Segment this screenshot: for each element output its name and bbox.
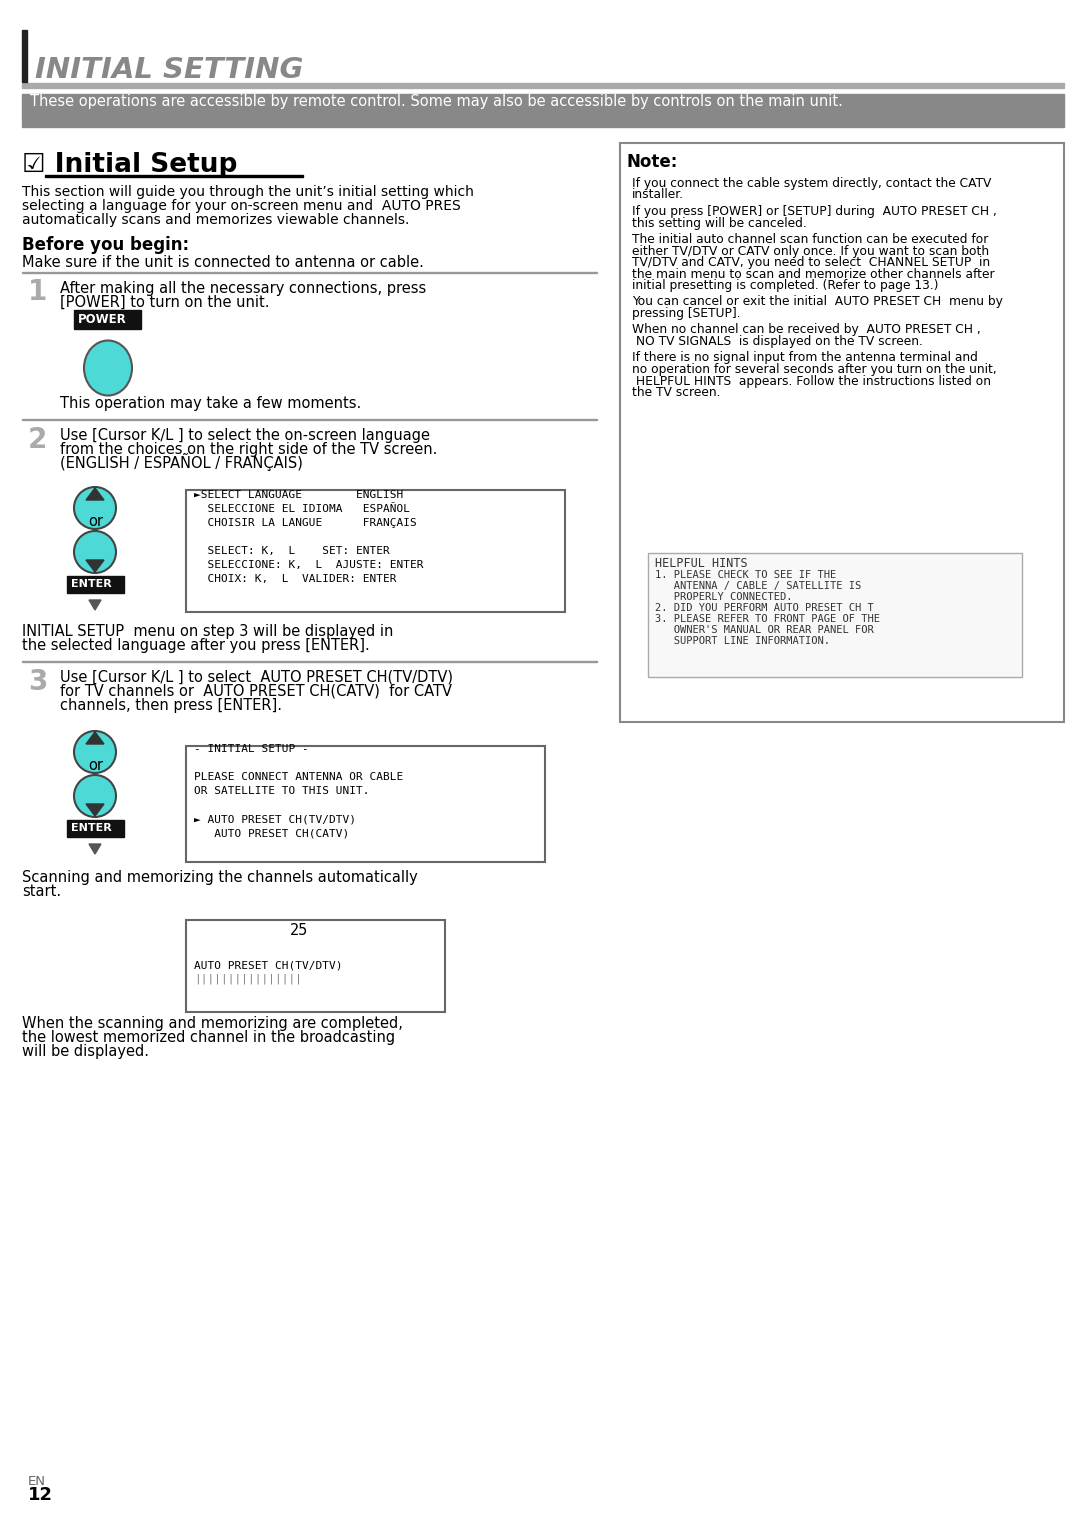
- Text: ANTENNA / CABLE / SATELLITE IS: ANTENNA / CABLE / SATELLITE IS: [654, 581, 861, 591]
- Text: Use [Cursor K∕L ] to select the on-screen language: Use [Cursor K∕L ] to select the on-scree…: [60, 427, 430, 443]
- FancyBboxPatch shape: [620, 143, 1064, 722]
- Bar: [22, 95, 1064, 127]
- Text: channels, then press [ENTER].: channels, then press [ENTER].: [60, 697, 282, 713]
- Text: OWNER'S MANUAL OR REAR PANEL FOR: OWNER'S MANUAL OR REAR PANEL FOR: [654, 626, 874, 635]
- Text: 1. PLEASE CHECK TO SEE IF THE: 1. PLEASE CHECK TO SEE IF THE: [654, 571, 836, 580]
- Text: [POWER] to turn on the unit.: [POWER] to turn on the unit.: [60, 295, 270, 310]
- Text: When the scanning and memorizing are completed,: When the scanning and memorizing are com…: [22, 1016, 403, 1032]
- FancyBboxPatch shape: [67, 819, 124, 836]
- Text: If you connect the cable system directly, contact the CATV: If you connect the cable system directly…: [632, 177, 991, 191]
- Text: 12: 12: [28, 1486, 53, 1505]
- Text: SELECCIONE: K,  L  AJUSTE: ENTER: SELECCIONE: K, L AJUSTE: ENTER: [194, 560, 423, 571]
- Text: will be displayed.: will be displayed.: [22, 1044, 149, 1059]
- Text: initial presetting is completed. (Refer to page 13.): initial presetting is completed. (Refer …: [632, 279, 939, 291]
- Text: 2: 2: [28, 426, 48, 455]
- Text: Note:: Note:: [627, 153, 678, 171]
- Text: - INITIAL SETUP -: - INITIAL SETUP -: [194, 745, 309, 754]
- Ellipse shape: [75, 731, 116, 774]
- Text: HELPFUL HINTS: HELPFUL HINTS: [654, 557, 747, 571]
- FancyBboxPatch shape: [67, 575, 124, 594]
- Text: ENTER: ENTER: [71, 578, 111, 589]
- Text: You can cancel or exit the initial  AUTO PRESET CH  menu by: You can cancel or exit the initial AUTO …: [632, 296, 1003, 308]
- Text: AUTO PRESET CH(TV/DTV): AUTO PRESET CH(TV/DTV): [194, 960, 342, 971]
- Polygon shape: [86, 732, 104, 745]
- Text: EN: EN: [28, 1476, 46, 1488]
- Text: This operation may take a few moments.: This operation may take a few moments.: [60, 397, 361, 410]
- Text: either TV/DTV or CATV only once. If you want to scan both: either TV/DTV or CATV only once. If you …: [632, 244, 989, 258]
- Text: POWER: POWER: [78, 313, 126, 327]
- Polygon shape: [86, 488, 104, 501]
- Text: SELECCIONE EL IDIOMA   ESPAÑOL: SELECCIONE EL IDIOMA ESPAÑOL: [194, 504, 410, 514]
- Text: If there is no signal input from the antenna terminal and: If there is no signal input from the ant…: [632, 351, 977, 365]
- Ellipse shape: [75, 775, 116, 816]
- Text: OR SATELLITE TO THIS UNIT.: OR SATELLITE TO THIS UNIT.: [194, 786, 369, 797]
- Text: for TV channels or  AUTO PRESET CH(CATV)  for CATV: for TV channels or AUTO PRESET CH(CATV) …: [60, 684, 453, 699]
- Text: ► AUTO PRESET CH(TV/DTV): ► AUTO PRESET CH(TV/DTV): [194, 813, 356, 824]
- Text: 1: 1: [28, 278, 48, 307]
- Text: or: or: [87, 758, 103, 774]
- Text: PLEASE CONNECT ANTENNA OR CABLE: PLEASE CONNECT ANTENNA OR CABLE: [194, 772, 403, 781]
- Text: Make sure if the unit is connected to antenna or cable.: Make sure if the unit is connected to an…: [22, 255, 423, 270]
- Text: INITIAL SETTING: INITIAL SETTING: [35, 56, 303, 84]
- Text: Use [Cursor K∕L ] to select  AUTO PRESET CH(TV/DTV): Use [Cursor K∕L ] to select AUTO PRESET …: [60, 670, 453, 685]
- Text: HELPFUL HINTS  appears. Follow the instructions listed on: HELPFUL HINTS appears. Follow the instru…: [632, 374, 991, 388]
- FancyBboxPatch shape: [186, 920, 445, 1012]
- Text: selecting a language for your on-screen menu and  AUTO PRES: selecting a language for your on-screen …: [22, 198, 461, 214]
- Polygon shape: [89, 844, 102, 855]
- Text: CHOISIR LA LANGUE      FRANÇAIS: CHOISIR LA LANGUE FRANÇAIS: [194, 517, 417, 528]
- Text: These operations are accessible by remote control. Some may also be accessible b: These operations are accessible by remot…: [30, 95, 842, 108]
- Ellipse shape: [75, 487, 116, 530]
- Text: installer.: installer.: [632, 189, 684, 201]
- Text: from the choices on the right side of the TV screen.: from the choices on the right side of th…: [60, 443, 437, 456]
- Text: 2. DID YOU PERFORM AUTO PRESET CH T: 2. DID YOU PERFORM AUTO PRESET CH T: [654, 603, 874, 613]
- FancyBboxPatch shape: [186, 746, 545, 862]
- Text: AUTO PRESET CH(CATV): AUTO PRESET CH(CATV): [194, 829, 349, 838]
- Text: ►SELECT LANGUAGE        ENGLISH: ►SELECT LANGUAGE ENGLISH: [194, 490, 403, 501]
- Text: start.: start.: [22, 884, 62, 899]
- Bar: [45, 175, 303, 177]
- Text: SUPPORT LINE INFORMATION.: SUPPORT LINE INFORMATION.: [654, 636, 831, 645]
- Polygon shape: [89, 600, 102, 610]
- Text: no operation for several seconds after you turn on the unit,: no operation for several seconds after y…: [632, 363, 997, 375]
- Text: If you press [POWER] or [SETUP] during  AUTO PRESET CH ,: If you press [POWER] or [SETUP] during A…: [632, 204, 997, 218]
- Text: automatically scans and memorizes viewable channels.: automatically scans and memorizes viewab…: [22, 214, 409, 227]
- FancyBboxPatch shape: [648, 552, 1022, 678]
- Text: This section will guide you through the unit’s initial setting which: This section will guide you through the …: [22, 185, 474, 198]
- Text: this setting will be canceled.: this setting will be canceled.: [632, 217, 807, 229]
- Ellipse shape: [84, 340, 132, 395]
- Text: the lowest memorized channel in the broadcasting: the lowest memorized channel in the broa…: [22, 1030, 395, 1045]
- Text: 25: 25: [291, 923, 308, 938]
- Text: When no channel can be received by  AUTO PRESET CH ,: When no channel can be received by AUTO …: [632, 324, 981, 337]
- Text: 3: 3: [28, 668, 48, 696]
- Text: or: or: [87, 514, 103, 530]
- Text: After making all the necessary connections, press: After making all the necessary connectio…: [60, 281, 427, 296]
- Text: The initial auto channel scan function can be executed for: The initial auto channel scan function c…: [632, 233, 988, 246]
- Text: SELECT: K,  L    SET: ENTER: SELECT: K, L SET: ENTER: [194, 546, 390, 555]
- Bar: [22, 31, 27, 82]
- Text: 3. PLEASE REFER TO FRONT PAGE OF THE: 3. PLEASE REFER TO FRONT PAGE OF THE: [654, 613, 880, 624]
- Text: ENTER: ENTER: [71, 823, 111, 833]
- Text: the TV screen.: the TV screen.: [632, 386, 720, 398]
- Text: the main menu to scan and memorize other channels after: the main menu to scan and memorize other…: [632, 267, 995, 281]
- Polygon shape: [86, 804, 104, 816]
- FancyBboxPatch shape: [75, 310, 141, 330]
- FancyBboxPatch shape: [186, 490, 565, 612]
- Bar: [22, 82, 1064, 89]
- Ellipse shape: [75, 531, 116, 572]
- Text: the selected language after you press [ENTER].: the selected language after you press [E…: [22, 638, 369, 653]
- Text: ||||||||||||||||: ||||||||||||||||: [194, 974, 302, 984]
- Text: TV/DTV and CATV, you need to select  CHANNEL SETUP  in: TV/DTV and CATV, you need to select CHAN…: [632, 256, 990, 269]
- Text: Before you begin:: Before you begin:: [22, 237, 189, 253]
- Polygon shape: [86, 560, 104, 572]
- Text: PROPERLY CONNECTED.: PROPERLY CONNECTED.: [654, 592, 793, 601]
- Text: (ENGLISH / ESPAÑOL / FRANÇAIS): (ENGLISH / ESPAÑOL / FRANÇAIS): [60, 453, 302, 472]
- Text: CHOIX: K,  L  VALIDER: ENTER: CHOIX: K, L VALIDER: ENTER: [194, 574, 396, 584]
- Text: pressing [SETUP].: pressing [SETUP].: [632, 307, 741, 320]
- Text: ☑ Initial Setup: ☑ Initial Setup: [22, 153, 238, 179]
- Text: INITIAL SETUP  menu on step 3 will be displayed in: INITIAL SETUP menu on step 3 will be dis…: [22, 624, 393, 639]
- Text: Scanning and memorizing the channels automatically: Scanning and memorizing the channels aut…: [22, 870, 418, 885]
- Text: NO TV SIGNALS  is displayed on the TV screen.: NO TV SIGNALS is displayed on the TV scr…: [632, 336, 923, 348]
